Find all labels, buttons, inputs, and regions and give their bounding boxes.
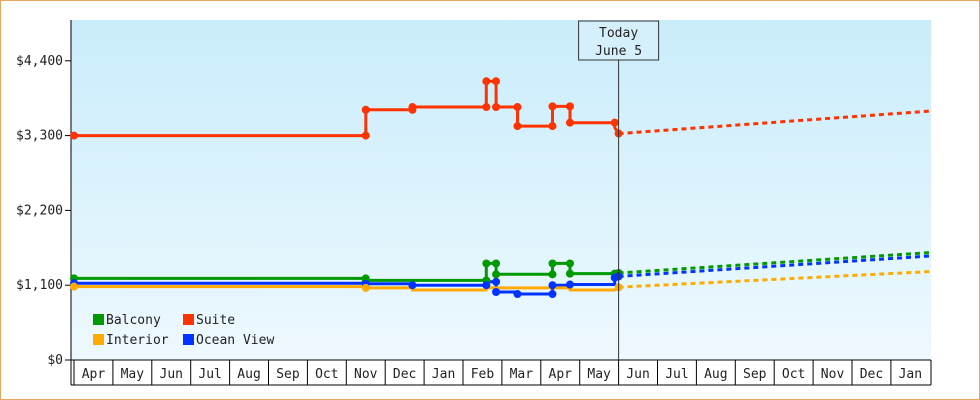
x-tick-label: Dec (860, 367, 883, 382)
suite-forecast-line (618, 109, 930, 136)
suite-line (74, 79, 620, 138)
ocean-view-point (492, 277, 501, 286)
ocean-view-point (492, 288, 501, 296)
x-tick-label: Sep (276, 367, 300, 382)
y-tick-label: $2,200 (16, 203, 63, 218)
x-tick-label: Oct (782, 367, 805, 382)
ocean-view-point (513, 290, 522, 299)
suite-point (492, 103, 501, 112)
legend-label-suite: Suite (196, 313, 235, 328)
ocean-view-point (548, 281, 557, 290)
suite-point (548, 122, 557, 131)
balcony-point (548, 259, 557, 268)
legend-swatch-suite (183, 314, 194, 325)
today-callout-box (578, 20, 660, 61)
y-tick-label: $4,400 (16, 54, 63, 69)
y-tick-label: $0 (47, 353, 63, 368)
x-tick-label: Jul (198, 367, 221, 382)
suite-point (565, 118, 574, 127)
legend-swatch-interior (93, 334, 104, 345)
x-tick-label: May (587, 367, 611, 382)
suite-point (513, 122, 522, 131)
interior-point (70, 282, 78, 291)
balcony-point (565, 259, 574, 268)
interior-forecast-line (618, 270, 930, 289)
x-tick-label: Mar (510, 367, 534, 382)
forecast-lines (618, 109, 930, 289)
suite-point (482, 77, 491, 86)
series-markers (70, 77, 623, 299)
x-tick-label: Feb (471, 367, 495, 382)
x-tick-label: Apr (82, 367, 106, 382)
x-tick-label: Aug (704, 367, 727, 382)
suite-point (610, 118, 619, 127)
x-tick-label: Jan (432, 367, 455, 382)
legend: Balcony Suite Interior Ocean View (93, 313, 274, 348)
x-tick-label: Jun (626, 367, 649, 382)
suite-point (361, 105, 370, 114)
x-tick-label: Nov (354, 367, 378, 382)
x-tick-label: May (121, 367, 145, 382)
balcony-point (492, 259, 501, 268)
ocean-view-point (408, 281, 417, 290)
balcony-forecast-line (618, 251, 930, 275)
x-tick-label: Aug (237, 367, 260, 382)
legend-label-interior: Interior (106, 333, 169, 348)
today-callout-label: Today (599, 26, 638, 41)
balcony-point (565, 269, 574, 278)
suite-point (482, 103, 491, 112)
y-tick-label: $1,100 (16, 278, 63, 293)
suite-point (513, 103, 522, 112)
x-tick-label: Dec (393, 367, 416, 382)
suite-point (408, 103, 417, 112)
suite-point (70, 131, 78, 140)
x-tick-label: Nov (821, 367, 845, 382)
axes: $0 $1,100 $2,200 $3,300 $4,400 Apr May Jun Jul Au… (16, 20, 932, 386)
plot-area (71, 20, 931, 360)
suite-point (361, 131, 370, 140)
legend-label-balcony: Balcony (106, 313, 161, 328)
x-tick-label: Jul (665, 367, 688, 382)
balcony-point (492, 270, 501, 279)
balcony-point (548, 270, 557, 279)
ocean-view-forecast-line (618, 254, 930, 278)
interior-point (361, 283, 370, 292)
x-tick-label: Oct (315, 367, 338, 382)
y-tick-label: $3,300 (16, 129, 63, 144)
today-marker: Today June 5 (578, 20, 660, 360)
legend-label-ocean-view: Ocean View (196, 333, 274, 348)
ocean-view-point (565, 280, 574, 289)
ocean-view-point (482, 281, 491, 290)
x-tick-label: Sep (743, 367, 767, 382)
balcony-point (482, 259, 491, 268)
today-callout-date: June 5 (595, 44, 642, 59)
ocean-view-line (74, 274, 620, 296)
x-tick-label: Jun (160, 367, 183, 382)
suite-point (565, 102, 574, 111)
suite-point (492, 77, 501, 86)
ocean-view-point (548, 290, 557, 299)
x-tick-label: Apr (549, 367, 573, 382)
suite-point (548, 102, 557, 111)
x-tick-label: Jan (899, 367, 922, 382)
legend-swatch-ocean-view (183, 334, 194, 345)
legend-swatch-balcony (93, 314, 104, 325)
